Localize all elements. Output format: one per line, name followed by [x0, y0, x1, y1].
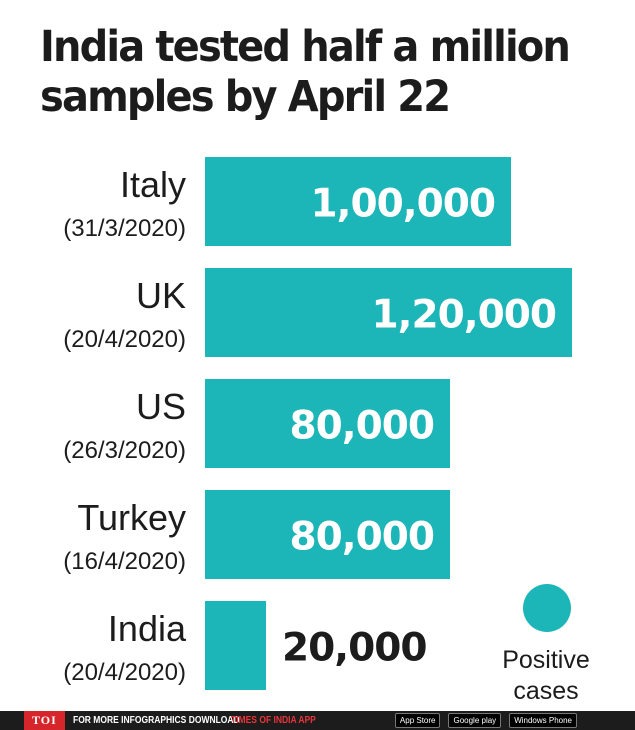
chart-title: India tested half a million samples by A…: [40, 22, 579, 122]
category-date-us: (26/3/2020): [63, 437, 186, 464]
data-label-italy: 1,00,000: [311, 182, 495, 227]
title-line-1: India tested half a million: [40, 22, 571, 72]
footer-banner: TOI FOR MORE INFOGRAPHICS DOWNLOAD TIMES…: [0, 711, 635, 730]
category-label-turkey: Turkey: [77, 497, 186, 538]
data-label-india: 20,000: [282, 626, 427, 671]
legend-label: Positive cases: [502, 646, 590, 705]
bar-uk: [205, 268, 572, 357]
google-play-badge[interactable]: Google play: [448, 713, 502, 728]
app-store-badge[interactable]: App Store: [394, 713, 441, 728]
windows-phone-badge[interactable]: Windows Phone: [509, 713, 577, 728]
bar-turkey: [205, 490, 450, 579]
category-label-us: US: [136, 386, 186, 427]
category-label-italy: Italy: [120, 164, 186, 205]
footer-promo-text: FOR MORE INFOGRAPHICS DOWNLOAD: [72, 715, 240, 726]
bar-italy: [205, 157, 511, 246]
data-label-uk: 1,20,000: [372, 293, 556, 338]
footer-app-name: TIMES OF INDIA APP: [230, 715, 316, 726]
category-date-uk: (20/4/2020): [63, 326, 186, 353]
toi-logo: TOI: [24, 711, 65, 730]
category-date-india: (20/4/2020): [63, 659, 186, 686]
category-label-india: India: [108, 608, 187, 649]
category-label-uk: UK: [136, 275, 186, 316]
data-label-us: 80,000: [290, 404, 435, 449]
bar-chart: Italy (31/3/2020) 1,00,000 UK (20/4/2020) 1,2…: [63, 157, 572, 690]
bar-us: [205, 379, 450, 468]
category-date-turkey: (16/4/2020): [63, 548, 186, 575]
data-label-turkey: 80,000: [290, 515, 435, 560]
category-date-italy: (31/3/2020): [63, 215, 186, 242]
legend-swatch: [523, 584, 571, 632]
title-line-2: samples by April 22: [40, 72, 451, 122]
bar-india: [205, 601, 266, 690]
